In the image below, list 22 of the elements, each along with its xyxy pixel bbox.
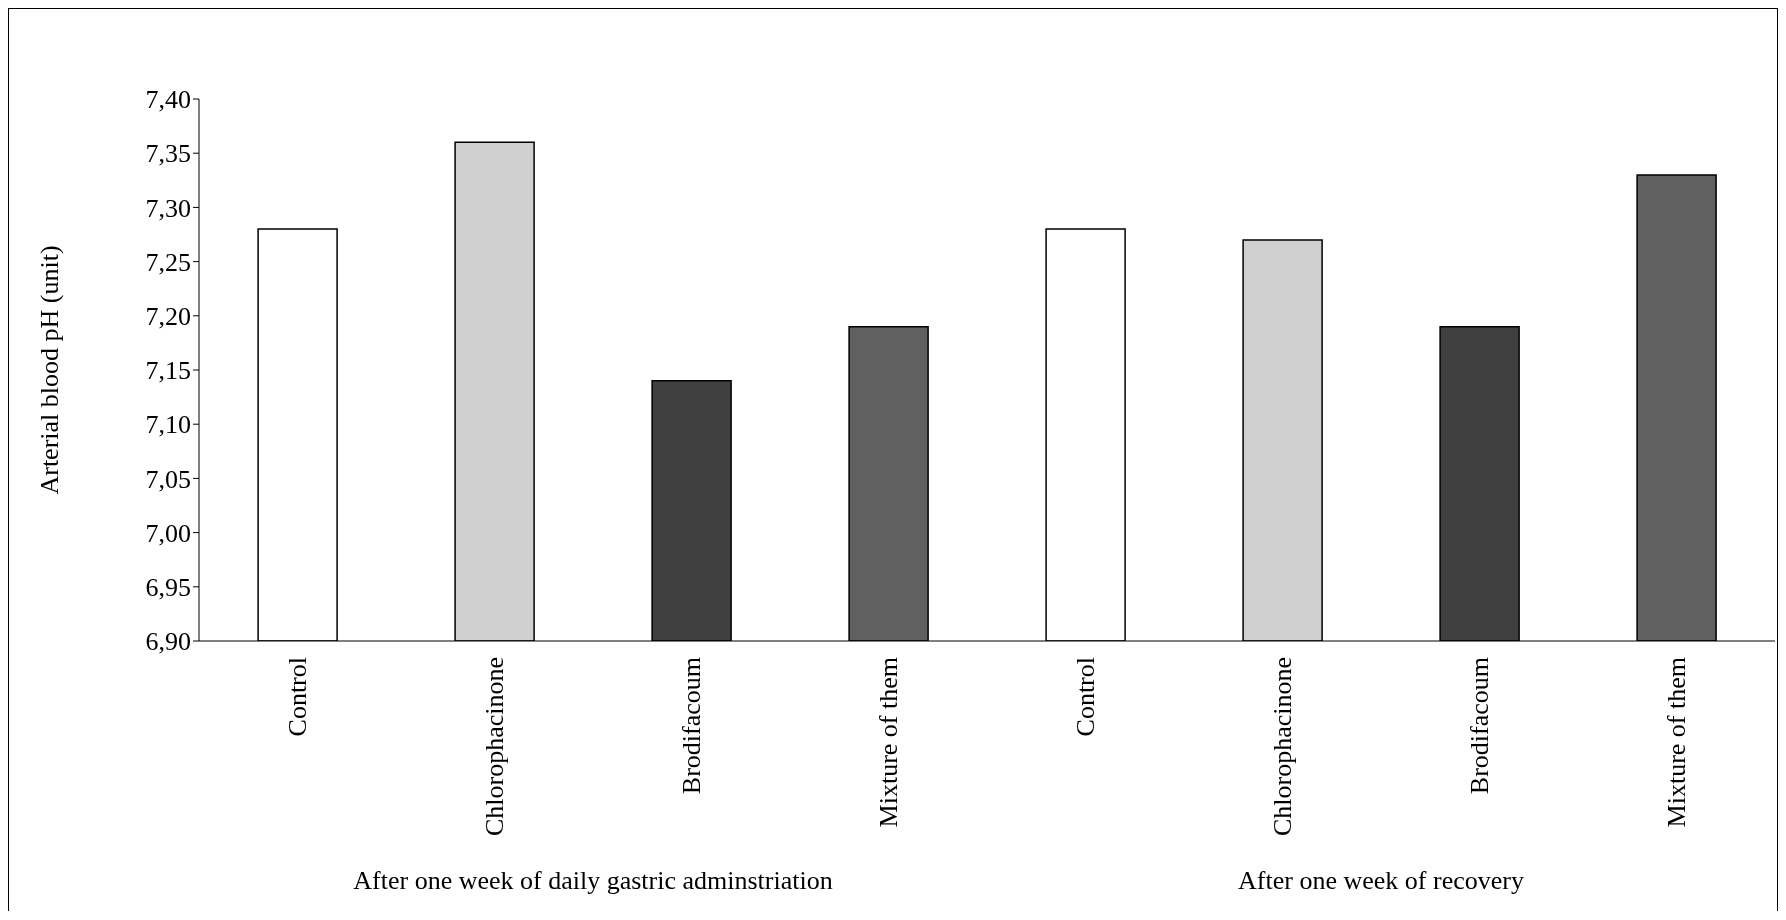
y-tick-label: 7,00 — [145, 518, 191, 548]
y-tick-label: 7,40 — [145, 85, 191, 115]
y-tick-label: 7,10 — [145, 410, 191, 440]
text: After one week of daily gastric adminstriation — [352, 866, 834, 896]
y-tick-label: 6,95 — [145, 573, 191, 603]
x-tick-label: Control — [1071, 657, 1100, 737]
y-tick-label: 7,30 — [145, 193, 191, 223]
x-tick-label: Brodifacoum — [677, 657, 706, 795]
x-tick-label: Mixture of them — [874, 657, 903, 828]
y-tick-label: 6,90 — [145, 627, 191, 657]
y-tick-label: 7,20 — [145, 302, 191, 332]
x-tick-label: Chlorophacinone — [1268, 657, 1297, 837]
y-axis-title: Arterial blood pH (unit) — [35, 245, 65, 495]
y-tick-label: 7,15 — [145, 356, 191, 386]
y-tick-label: 7,35 — [145, 139, 191, 169]
x-tick-label: Chlorophacinone — [480, 657, 509, 837]
y-tick-label: 7,05 — [145, 464, 191, 494]
y-tick-label: 7,25 — [145, 247, 191, 277]
x-tick-label: Brodifacoum — [1465, 657, 1494, 795]
text: After one week of recovery — [1237, 866, 1525, 896]
x-tick-label: Mixture of them — [1662, 657, 1691, 828]
x-tick-label: Control — [283, 657, 312, 737]
